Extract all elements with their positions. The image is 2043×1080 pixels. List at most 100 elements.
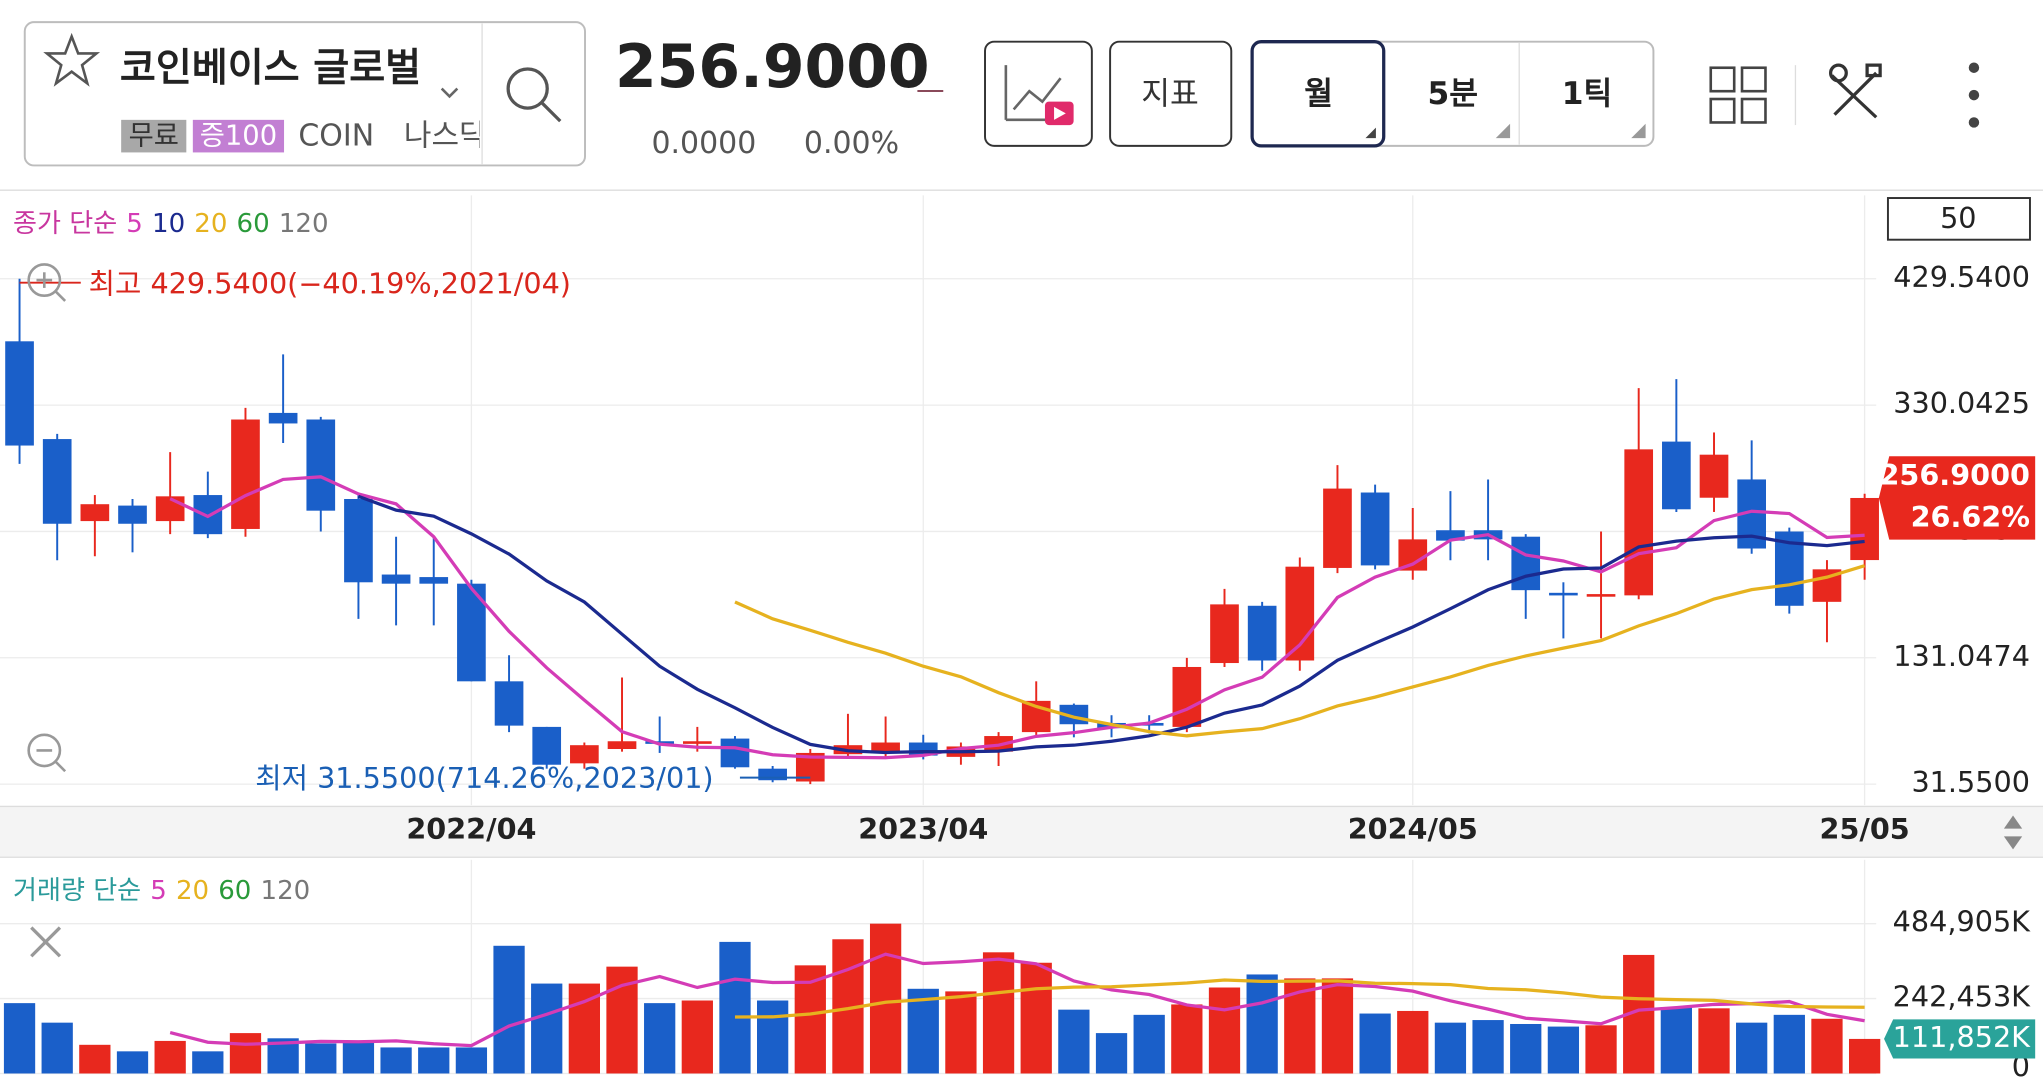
candle-body <box>231 419 260 529</box>
period-selected[interactable] <box>1250 40 1386 148</box>
y-tick-label: 31.5500 <box>1911 765 2030 799</box>
search-icon-handle <box>540 101 562 123</box>
indicator-button[interactable] <box>1109 40 1233 147</box>
volume-bar <box>1397 1010 1429 1074</box>
tag-market: 나스닥 <box>404 118 487 153</box>
x-tick-label: 2022/04 <box>406 812 536 846</box>
tag-ticker: COIN <box>298 118 374 153</box>
tag-margin: 증100 <box>200 120 277 151</box>
candle-body <box>1323 488 1352 568</box>
legend-title: 거래량 단순 <box>13 876 141 906</box>
zoom-in[interactable] <box>27 263 67 302</box>
candle-body <box>306 419 336 511</box>
legend-entry: 5 <box>126 209 143 239</box>
icon <box>1054 106 1066 120</box>
current-price: 256.9000 <box>615 32 930 102</box>
volume-bar <box>455 1047 488 1074</box>
volume-bar <box>3 1003 36 1074</box>
legend-entry: 60 <box>218 876 251 906</box>
legend-entry: 20 <box>176 876 209 906</box>
volume-bar <box>1133 1014 1165 1074</box>
chart-type-button[interactable] <box>984 40 1093 147</box>
candle-body <box>381 574 411 584</box>
candle-body <box>607 741 637 749</box>
high-label: 최고 429.5400(−40.19%,2021/04) <box>89 266 571 300</box>
volume-bar <box>116 1051 149 1074</box>
volume-bar <box>757 1000 789 1074</box>
ma-legend: 거래량 단순 5 20 60 120 <box>13 876 310 906</box>
close-volume[interactable] <box>30 926 62 958</box>
favorite-star[interactable] <box>43 32 101 87</box>
scroll-down[interactable] <box>2003 836 2023 850</box>
candle-body <box>494 681 524 726</box>
volume-bar <box>1208 987 1241 1074</box>
period-minute[interactable]: 5분 <box>1428 76 1479 112</box>
legend-entry: 60 <box>237 209 270 239</box>
volume-bar <box>1246 974 1278 1074</box>
corner-mark <box>1631 123 1646 139</box>
x-tick-label: 25/05 <box>1820 812 1910 846</box>
candle-body <box>344 498 373 583</box>
candle-body <box>1586 594 1616 597</box>
candle-body <box>1549 592 1578 596</box>
candle-body <box>1210 604 1239 664</box>
volume-bar <box>907 988 939 1074</box>
more-icon[interactable] <box>1968 62 1980 128</box>
volume-bar <box>945 991 977 1074</box>
tags: 무료 증100 COIN 나스닥 <box>121 118 487 153</box>
last-volume-tag <box>1884 1019 2036 1059</box>
candle-body <box>1511 536 1541 591</box>
low-label: 최저 31.5500(714.26%,2023/01) <box>255 761 713 795</box>
count-box[interactable] <box>1886 197 2031 241</box>
tag-bg <box>192 119 285 153</box>
candle-body <box>1850 497 1879 561</box>
volume-bar <box>531 983 563 1074</box>
period-tick[interactable]: 1틱 <box>1562 76 1613 112</box>
moving-average <box>357 494 1865 755</box>
settings-icon[interactable] <box>1828 63 1882 119</box>
volume-bar <box>1058 1009 1090 1074</box>
volume-bar <box>1547 1026 1580 1074</box>
volume-bar <box>1472 1020 1504 1074</box>
scroll-up[interactable] <box>2003 815 2023 829</box>
zoom-out[interactable] <box>27 733 67 773</box>
legend-entry: 120 <box>279 209 329 239</box>
volume-bar <box>1698 1008 1730 1074</box>
layout-icon[interactable] <box>1709 66 1767 124</box>
volume-bar <box>192 1051 224 1074</box>
tag-free: 무료 <box>129 120 179 151</box>
dropdown-chevron[interactable] <box>440 87 459 99</box>
indicator-label: 지표 <box>1141 76 1199 112</box>
legend-entry: 120 <box>261 876 311 906</box>
volume-bar <box>1359 1013 1391 1074</box>
last-price-tag <box>1878 456 2036 540</box>
price-change: 0.0000 <box>651 126 756 161</box>
y-tick-label: 330.0425 <box>1893 386 2030 420</box>
candle-body <box>720 738 750 768</box>
volume-bar <box>154 1040 186 1074</box>
volume-bar <box>681 1000 713 1074</box>
x-tick-label: 2024/05 <box>1348 812 1478 846</box>
stock-name: 코인베이스 글로벌 <box>120 46 421 91</box>
y-tick-label: 429.5400 <box>1893 260 2030 294</box>
x-tick-label: 2023/04 <box>858 812 988 846</box>
search-icon[interactable] <box>506 67 549 110</box>
volume-bar <box>380 1047 412 1074</box>
candle-body <box>1247 605 1277 661</box>
legend-title: 종가 단순 <box>13 209 117 239</box>
candle-body <box>5 341 34 446</box>
candle-body <box>419 577 449 584</box>
candle-body <box>758 768 787 781</box>
y-tick-label: 484,905K <box>1893 905 2032 939</box>
candle-body <box>42 439 72 524</box>
volume-bar <box>1660 1007 1692 1074</box>
volume-bar <box>1585 1025 1617 1074</box>
volume-bar <box>305 1043 337 1074</box>
volume-bar <box>719 941 751 1074</box>
volume-bar <box>79 1044 111 1074</box>
legend-entry: 20 <box>194 209 227 239</box>
y-tick-label: 242,453K <box>1893 980 2032 1014</box>
volume-bar <box>982 952 1015 1074</box>
volume-bar <box>644 1003 676 1074</box>
